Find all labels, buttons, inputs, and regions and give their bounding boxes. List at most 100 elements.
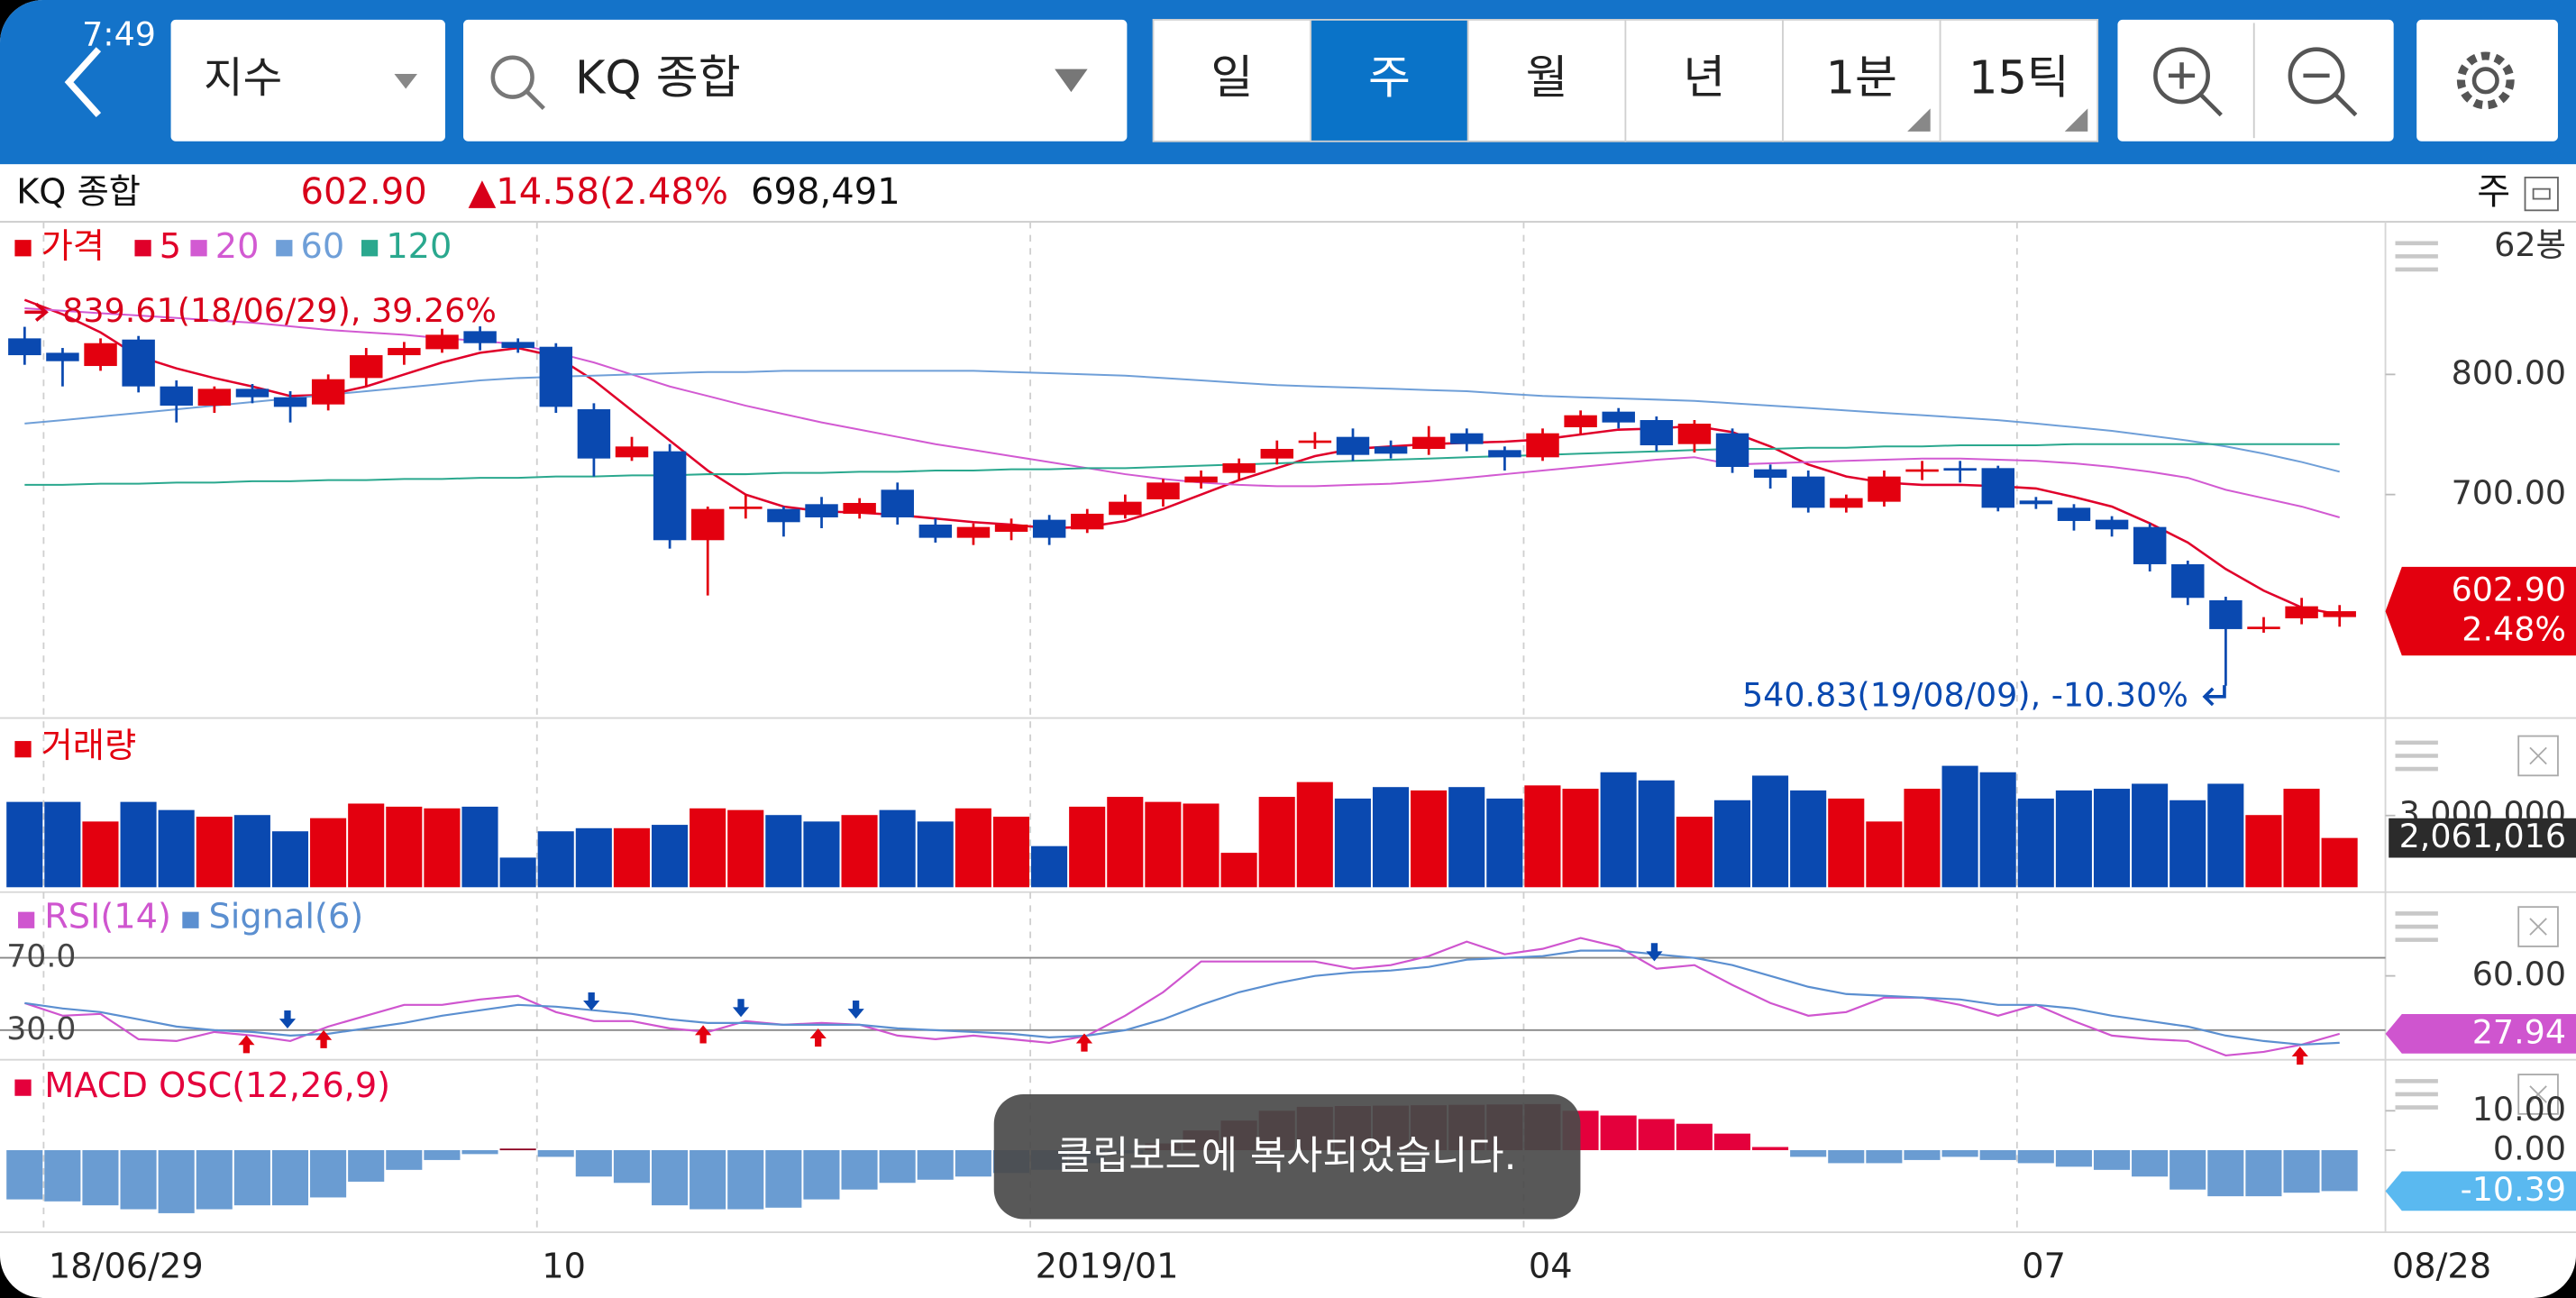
macd-bar <box>499 1148 536 1151</box>
candle-body <box>1032 519 1066 538</box>
panel-title: 거래량 <box>41 726 137 766</box>
x-tick-label: 04 <box>1529 1247 1573 1287</box>
macd-bar <box>1790 1149 1827 1157</box>
candle-body <box>425 334 459 350</box>
rsi-tag <box>2385 1014 2576 1054</box>
market-dropdown[interactable] <box>170 19 445 142</box>
quote-price: 602.90 <box>301 171 427 213</box>
volume-bar <box>1220 853 1257 888</box>
quote-row <box>0 164 2576 223</box>
volume-bar <box>1069 806 1106 888</box>
zoom-box <box>2117 19 2394 142</box>
zoom-out-button[interactable] <box>2288 47 2345 105</box>
macd-tag-label: -10.39 <box>2461 1170 2566 1209</box>
expand-icon <box>2532 187 2551 200</box>
candle-body <box>1336 436 1370 455</box>
macd-bar <box>537 1149 574 1157</box>
volume-bar <box>196 817 233 888</box>
quote-change: ▲14.58(2.48% <box>468 171 728 213</box>
macd-bar <box>841 1149 878 1190</box>
legend-swatch <box>190 240 207 257</box>
period-tab[interactable] <box>1624 18 1784 142</box>
macd-bar <box>765 1149 802 1208</box>
candle-body <box>122 339 155 387</box>
x-tick-label: 10 <box>542 1247 586 1287</box>
panel-close-buttons[interactable] <box>2517 735 2559 1115</box>
candle-body <box>956 526 991 538</box>
settings-icon <box>2471 67 2499 95</box>
volume-bar <box>310 818 347 888</box>
candle-body <box>1943 468 1977 471</box>
volume-bar <box>1372 787 1410 888</box>
rsi-signal-arrows <box>238 943 2308 1065</box>
volume-bar <box>1448 787 1485 888</box>
y-tick-label: 60.00 <box>2472 955 2566 993</box>
legend-label: 120 <box>386 226 452 267</box>
macd-bar <box>233 1149 270 1206</box>
back-button[interactable] <box>64 47 102 118</box>
candle-body <box>539 346 573 407</box>
market-label: 지수 <box>204 53 282 103</box>
legend-label: RSI(14) <box>44 896 171 937</box>
legend-label: 20 <box>215 226 260 267</box>
search-box[interactable] <box>463 19 1128 142</box>
period-tab[interactable] <box>1466 18 1627 142</box>
indicator-line <box>23 937 2341 1057</box>
candle-body <box>2209 599 2243 629</box>
macd-bar <box>879 1149 916 1184</box>
candle-body <box>1715 433 1749 467</box>
macd-bar <box>120 1149 157 1210</box>
candle-body <box>577 409 611 459</box>
bar-count: 62봉 <box>2494 225 2566 264</box>
legend-title: 가격 <box>41 226 105 267</box>
moving-average-line <box>23 298 2340 617</box>
corner-mark <box>1907 108 1931 132</box>
macd-bar <box>158 1149 195 1213</box>
macd-bar <box>196 1149 233 1210</box>
volume-bar <box>1562 789 1599 888</box>
volume-bar <box>727 809 764 888</box>
expand-icon[interactable] <box>2524 176 2559 212</box>
period-tab[interactable] <box>1782 18 1941 142</box>
period-label: 년 <box>1683 51 1725 105</box>
candle-body <box>2247 626 2280 629</box>
settings-icon <box>2456 51 2515 110</box>
zoom-out-icon <box>2303 73 2358 117</box>
candle-body <box>729 506 763 509</box>
volume-bar <box>461 806 498 888</box>
legend-swatch <box>134 240 151 257</box>
panel-frame <box>0 222 2576 1233</box>
search-icon <box>490 55 534 99</box>
volume-bar <box>1600 772 1637 888</box>
volume-bar <box>1183 803 1219 888</box>
period-tab[interactable] <box>1939 18 2099 142</box>
candle-body <box>1411 436 1446 450</box>
volume-bar <box>803 821 840 888</box>
candle-body <box>994 524 1028 532</box>
annotation-arrow <box>2202 685 2226 707</box>
volume-bar <box>1941 765 1978 888</box>
candle-body <box>615 446 649 458</box>
volume-bar <box>1107 797 1144 888</box>
settings-button[interactable] <box>2416 19 2558 142</box>
status-time: 7:49 <box>82 15 156 54</box>
volume-bar <box>765 815 802 888</box>
search-icon <box>525 90 545 110</box>
toast-text: 클립보드에 복사되었습니다. <box>1056 1133 1517 1179</box>
volume-bar <box>1296 782 1333 888</box>
macd-bar <box>690 1149 726 1210</box>
period-tab[interactable] <box>1152 18 1312 142</box>
candle-body <box>1298 440 1332 443</box>
zoom-in-button[interactable] <box>2153 47 2210 105</box>
candle-body <box>1109 501 1142 516</box>
macd-bar <box>461 1149 498 1155</box>
macd-bar <box>2017 1149 2054 1164</box>
price-tag-label: 2.48% <box>2462 609 2566 648</box>
macd-bar <box>1676 1123 1713 1150</box>
macd-bar <box>2093 1149 2131 1170</box>
candle-body <box>1222 462 1256 473</box>
y-tick-label: 0.00 <box>2493 1129 2566 1167</box>
period-tab[interactable] <box>1310 18 1469 142</box>
y-tick-label: 10.00 <box>2472 1090 2566 1129</box>
panel-menu-icons[interactable] <box>2395 241 2438 1110</box>
